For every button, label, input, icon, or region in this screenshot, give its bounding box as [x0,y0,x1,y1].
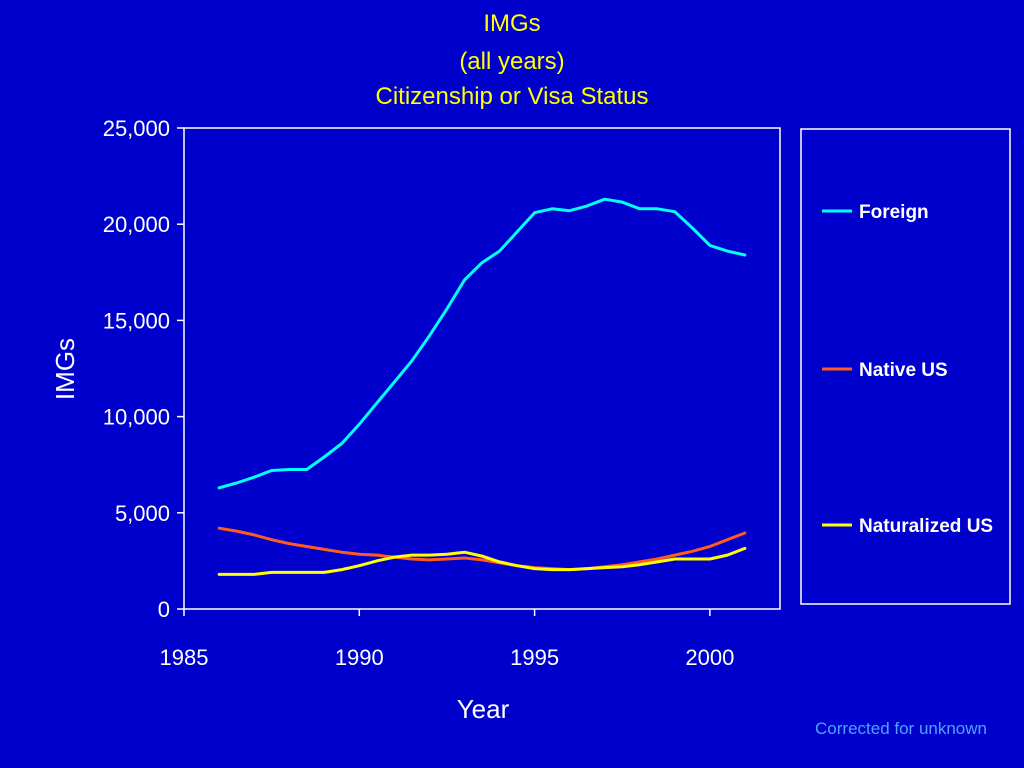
y-axis: 0 5,000 10,000 15,000 20,000 25,000 [103,116,184,622]
chart-title-line-3: Citizenship or Visa Status [375,83,648,110]
legend: Foreign Native US Naturalized US [822,202,993,537]
y-tick-label: 15,000 [103,308,170,333]
x-tick-label: 1995 [510,645,559,670]
x-tick-label: 1990 [335,645,384,670]
legend-label-native-us: Native US [859,360,948,381]
x-axis-label: Year [457,694,510,724]
legend-box [800,128,1011,605]
series-line-foreign [217,197,747,490]
series-lines [217,197,747,576]
x-tick-label: 2000 [685,645,734,670]
footnote: Corrected for unknown [815,719,987,738]
series-line-native-us [217,526,747,572]
y-tick-label: 10,000 [103,405,170,430]
y-axis-label: IMGs [50,338,80,400]
y-tick-label: 25,000 [103,116,170,141]
legend-label-foreign: Foreign [859,202,929,223]
y-tick-label: 5,000 [115,501,170,526]
chart-title-line-2: (all years) [459,48,564,75]
chart-title-line-1: IMGs [483,10,540,37]
y-tick-label: 20,000 [103,212,170,237]
x-axis: 1985 1990 1995 2000 [160,609,734,670]
y-tick-label: 0 [158,597,170,622]
series-line-naturalized-us [217,546,747,576]
plot-area [183,127,781,610]
legend-label-naturalized-us: Naturalized US [859,516,993,537]
x-tick-label: 1985 [160,645,209,670]
